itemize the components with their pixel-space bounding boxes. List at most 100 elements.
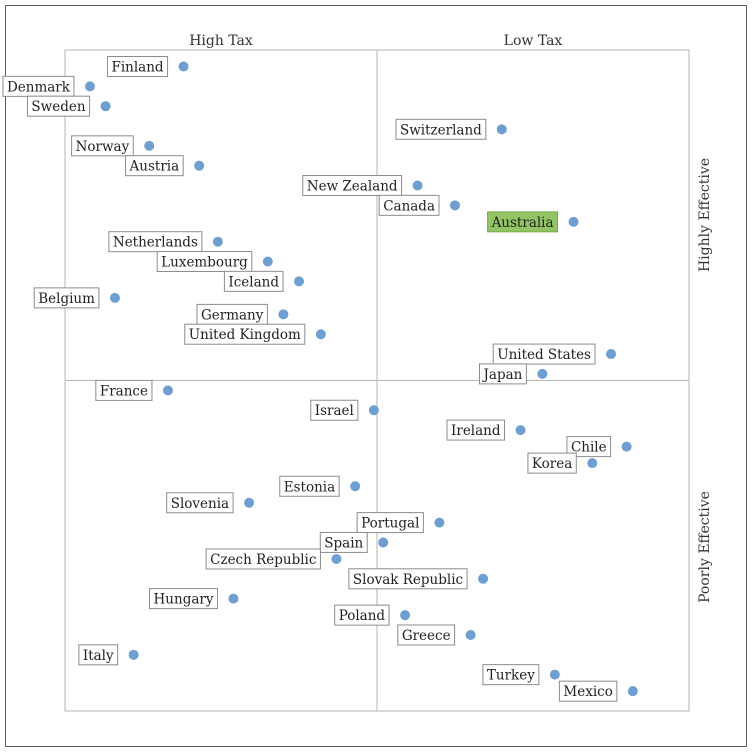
point-germany: Germany <box>196 303 289 325</box>
point-iceland: Iceland <box>223 270 304 292</box>
point-ireland: Ireland <box>446 419 526 441</box>
point-label-hungary: Hungary <box>154 592 214 608</box>
point-mexico: Mexico <box>558 680 638 702</box>
point-label-slovak-republic: Slovak Republic <box>353 572 463 588</box>
point-marker-spain <box>378 537 389 548</box>
point-label-box-france <box>95 379 153 401</box>
point-label-box-luxembourg <box>156 251 253 273</box>
point-label-czech-republic: Czech Republic <box>210 552 316 568</box>
point-marker-poland <box>400 610 411 621</box>
point-marker-united-states <box>606 349 616 360</box>
point-marker-japan <box>537 368 548 379</box>
point-label-box-sweden <box>26 95 91 117</box>
point-label-box-poland <box>334 604 390 626</box>
point-marker-sweden <box>100 101 111 112</box>
point-hungary: Hungary <box>149 588 239 610</box>
point-marker-denmark <box>84 81 95 92</box>
point-label-israel: Israel <box>315 403 354 419</box>
quadrant-label-low-tax: Low Tax <box>504 33 563 49</box>
point-label-sweden: Sweden <box>31 99 85 115</box>
point-label-estonia: Estonia <box>284 479 335 495</box>
point-label-box-switzerland <box>395 118 487 140</box>
point-label-box-italy <box>78 644 119 666</box>
point-marker-canada <box>450 200 460 211</box>
point-israel: Israel <box>310 399 379 421</box>
point-label-luxembourg: Luxembourg <box>161 255 248 271</box>
data-points: Finland Denmark Sweden Norway Austria Switzer… <box>2 56 638 702</box>
point-marker-austria <box>194 160 205 171</box>
point-marker-australia <box>568 216 579 227</box>
point-label-box-australia <box>487 211 559 233</box>
point-norway: Norway <box>71 135 155 157</box>
point-marker-iceland <box>294 276 304 287</box>
point-new-zealand: New Zealand <box>302 175 423 197</box>
quadrant-label-high-tax: High Tax <box>189 33 253 49</box>
point-label-box-norway <box>71 135 134 157</box>
point-label-switzerland: Switzerland <box>400 122 482 138</box>
point-marker-portugal <box>434 517 445 528</box>
point-label-box-slovak-republic <box>348 568 468 590</box>
point-finland: Finland <box>106 56 189 78</box>
point-label-box-japan <box>479 363 527 385</box>
point-switzerland: Switzerland <box>395 118 507 140</box>
point-label-box-finland <box>106 56 169 78</box>
point-label-new-zealand: New Zealand <box>307 179 398 195</box>
point-label-poland: Poland <box>339 608 386 624</box>
point-marker-finland <box>178 61 189 72</box>
point-label-box-canada <box>378 194 440 216</box>
point-poland: Poland <box>334 604 411 626</box>
point-label-box-austria <box>125 155 184 177</box>
point-label-united-states: United States <box>497 347 591 363</box>
point-label-box-netherlands <box>108 231 203 253</box>
point-belgium: Belgium <box>33 287 120 309</box>
point-korea: Korea <box>527 452 598 474</box>
point-label-box-greece <box>397 624 456 646</box>
point-label-box-ireland <box>446 419 506 441</box>
point-marker-netherlands <box>212 236 223 247</box>
point-label-box-israel <box>310 399 359 421</box>
point-label-box-united-kingdom <box>184 323 306 345</box>
point-united-states: United States <box>492 343 616 365</box>
point-turkey: Turkey <box>482 664 560 686</box>
point-spain: Spain <box>319 531 389 553</box>
point-czech-republic: Czech Republic <box>205 548 342 570</box>
point-portugal: Portugal <box>356 512 445 534</box>
point-label-box-chile <box>566 436 612 458</box>
point-marker-luxembourg <box>262 256 273 267</box>
point-marker-israel <box>368 405 379 416</box>
point-label-japan: Japan <box>482 367 523 383</box>
point-label-box-hungary <box>149 588 218 610</box>
point-label-ireland: Ireland <box>451 423 501 439</box>
point-marker-greece <box>465 629 476 640</box>
point-austria: Austria <box>125 155 205 177</box>
point-label-box-korea <box>527 452 577 474</box>
point-marker-united-kingdom <box>315 329 326 340</box>
point-label-mexico: Mexico <box>563 684 612 700</box>
point-label-denmark: Denmark <box>7 79 71 95</box>
point-label-slovenia: Slovenia <box>171 496 229 512</box>
point-label-box-new-zealand <box>302 175 403 197</box>
point-marker-belgium <box>109 292 120 303</box>
point-label-austria: Austria <box>129 159 180 175</box>
point-marker-italy <box>128 649 139 660</box>
point-estonia: Estonia <box>279 475 361 497</box>
point-label-italy: Italy <box>83 648 114 664</box>
point-label-box-czech-republic <box>205 548 321 570</box>
point-label-box-estonia <box>279 475 340 497</box>
point-label-box-slovenia <box>166 492 234 514</box>
point-label-box-iceland <box>223 270 284 292</box>
point-label-germany: Germany <box>201 307 264 323</box>
point-marker-hungary <box>228 593 239 604</box>
point-marker-slovak-republic <box>478 573 489 584</box>
point-label-netherlands: Netherlands <box>113 235 198 251</box>
point-slovenia: Slovenia <box>166 492 255 514</box>
point-label-box-united-states <box>492 343 596 365</box>
point-label-portugal: Portugal <box>361 516 419 532</box>
point-marker-estonia <box>350 481 361 492</box>
point-label-iceland: Iceland <box>228 274 279 290</box>
point-chile: Chile <box>566 436 632 458</box>
point-marker-turkey <box>549 669 560 680</box>
point-slovak-republic: Slovak Republic <box>348 568 489 590</box>
point-label-united-kingdom: United Kingdom <box>189 327 301 343</box>
